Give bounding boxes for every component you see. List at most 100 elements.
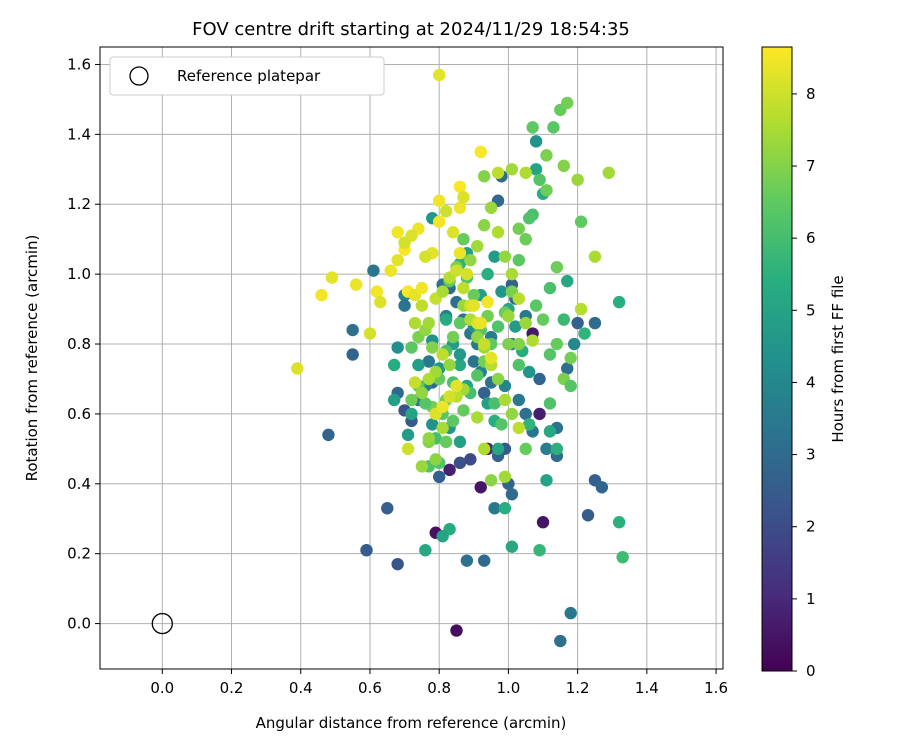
x-axis-label: Angular distance from reference (arcmin) [256,714,567,732]
data-point [453,246,467,260]
data-point [422,316,436,330]
data-point [346,323,359,337]
data-point [387,393,401,407]
data-point [426,418,439,431]
data-point [540,184,553,197]
data-point [505,267,519,281]
data-point [512,421,525,435]
data-point [415,460,429,473]
data-point [450,264,463,277]
colorbar-tick-label: 4 [806,373,816,391]
data-point [561,274,574,288]
data-point [522,418,536,431]
x-axis-ticks: 0.0 0.2 0.4 0.6 0.8 1.0 1.2 1.4 1.6 [150,669,728,697]
data-point [536,516,550,529]
data-point [567,337,581,351]
data-point [488,250,501,263]
data-point [457,281,470,295]
data-point [391,226,404,239]
colorbar-tick-label: 3 [806,446,816,464]
data-point [450,624,463,637]
grid-lines [100,47,723,669]
data-point [398,236,411,249]
data-point [453,201,467,214]
data-point [363,327,377,340]
y-tick-label: 1.6 [67,55,91,73]
data-point [439,435,453,449]
data-point [488,502,501,515]
data-point [588,250,602,263]
data-point [533,407,546,421]
data-point [453,180,467,193]
data-point [578,327,591,340]
data-point [512,393,525,407]
y-tick-label: 1.4 [67,125,91,143]
data-point [477,386,491,400]
data-point [429,453,442,466]
data-point [446,330,460,344]
x-tick-label: 0.0 [150,679,174,697]
data-point [491,166,505,179]
legend-label-reference: Reference platepar [177,67,321,85]
x-tick-label: 0.2 [220,679,244,697]
data-point [436,348,449,361]
data-point [574,215,588,228]
colorbar-label: Hours from first FF file [829,275,847,442]
data-point [547,121,560,134]
data-point [564,351,577,365]
data-point [491,320,505,333]
data-point [595,481,609,494]
data-point [415,281,429,295]
data-point [540,442,553,456]
data-point [502,309,515,323]
data-point [543,425,557,438]
data-point [512,292,525,305]
legend-marker-reference [129,66,149,86]
colorbar [761,46,793,672]
y-axis-label: Rotation from reference (arcmin) [23,235,41,482]
data-point [322,428,335,442]
data-point [436,285,449,298]
data-point [484,201,498,214]
data-point [529,299,543,312]
data-point [512,253,525,267]
data-point [408,316,422,330]
data-point [481,295,494,309]
colorbar-ticks: 0 1 2 3 4 5 6 7 8 [792,85,816,680]
data-point [519,316,532,330]
data-point [415,299,429,312]
data-point [533,173,546,186]
colorbar-tick-label: 7 [806,157,816,175]
x-tick-label: 0.8 [427,679,451,697]
colorbar-tick-label: 0 [806,662,816,680]
data-point [522,212,536,225]
data-point [453,358,467,372]
data-point [477,554,491,567]
data-point [432,68,446,82]
data-point [616,550,629,564]
chart-title: FOV centre drift starting at 2024/11/29 … [192,19,630,40]
data-point [457,232,470,246]
data-point [484,474,498,487]
data-point [474,481,487,494]
data-point [464,253,477,267]
data-point [505,407,519,421]
data-point [453,456,467,470]
data-point [526,121,539,134]
y-tick-label: 0.6 [67,405,91,423]
data-point [405,341,418,354]
data-point [405,393,418,407]
data-point [450,379,463,393]
legend: Reference platepar [109,56,385,96]
data-point [505,163,519,176]
data-point [512,222,525,235]
data-point [426,341,439,354]
data-point [557,313,570,326]
data-point [439,313,453,326]
data-point [477,442,491,456]
data-point [505,540,519,553]
data-point [495,285,508,298]
data-point [498,393,512,407]
data-point [415,386,429,400]
data-point [519,442,532,456]
